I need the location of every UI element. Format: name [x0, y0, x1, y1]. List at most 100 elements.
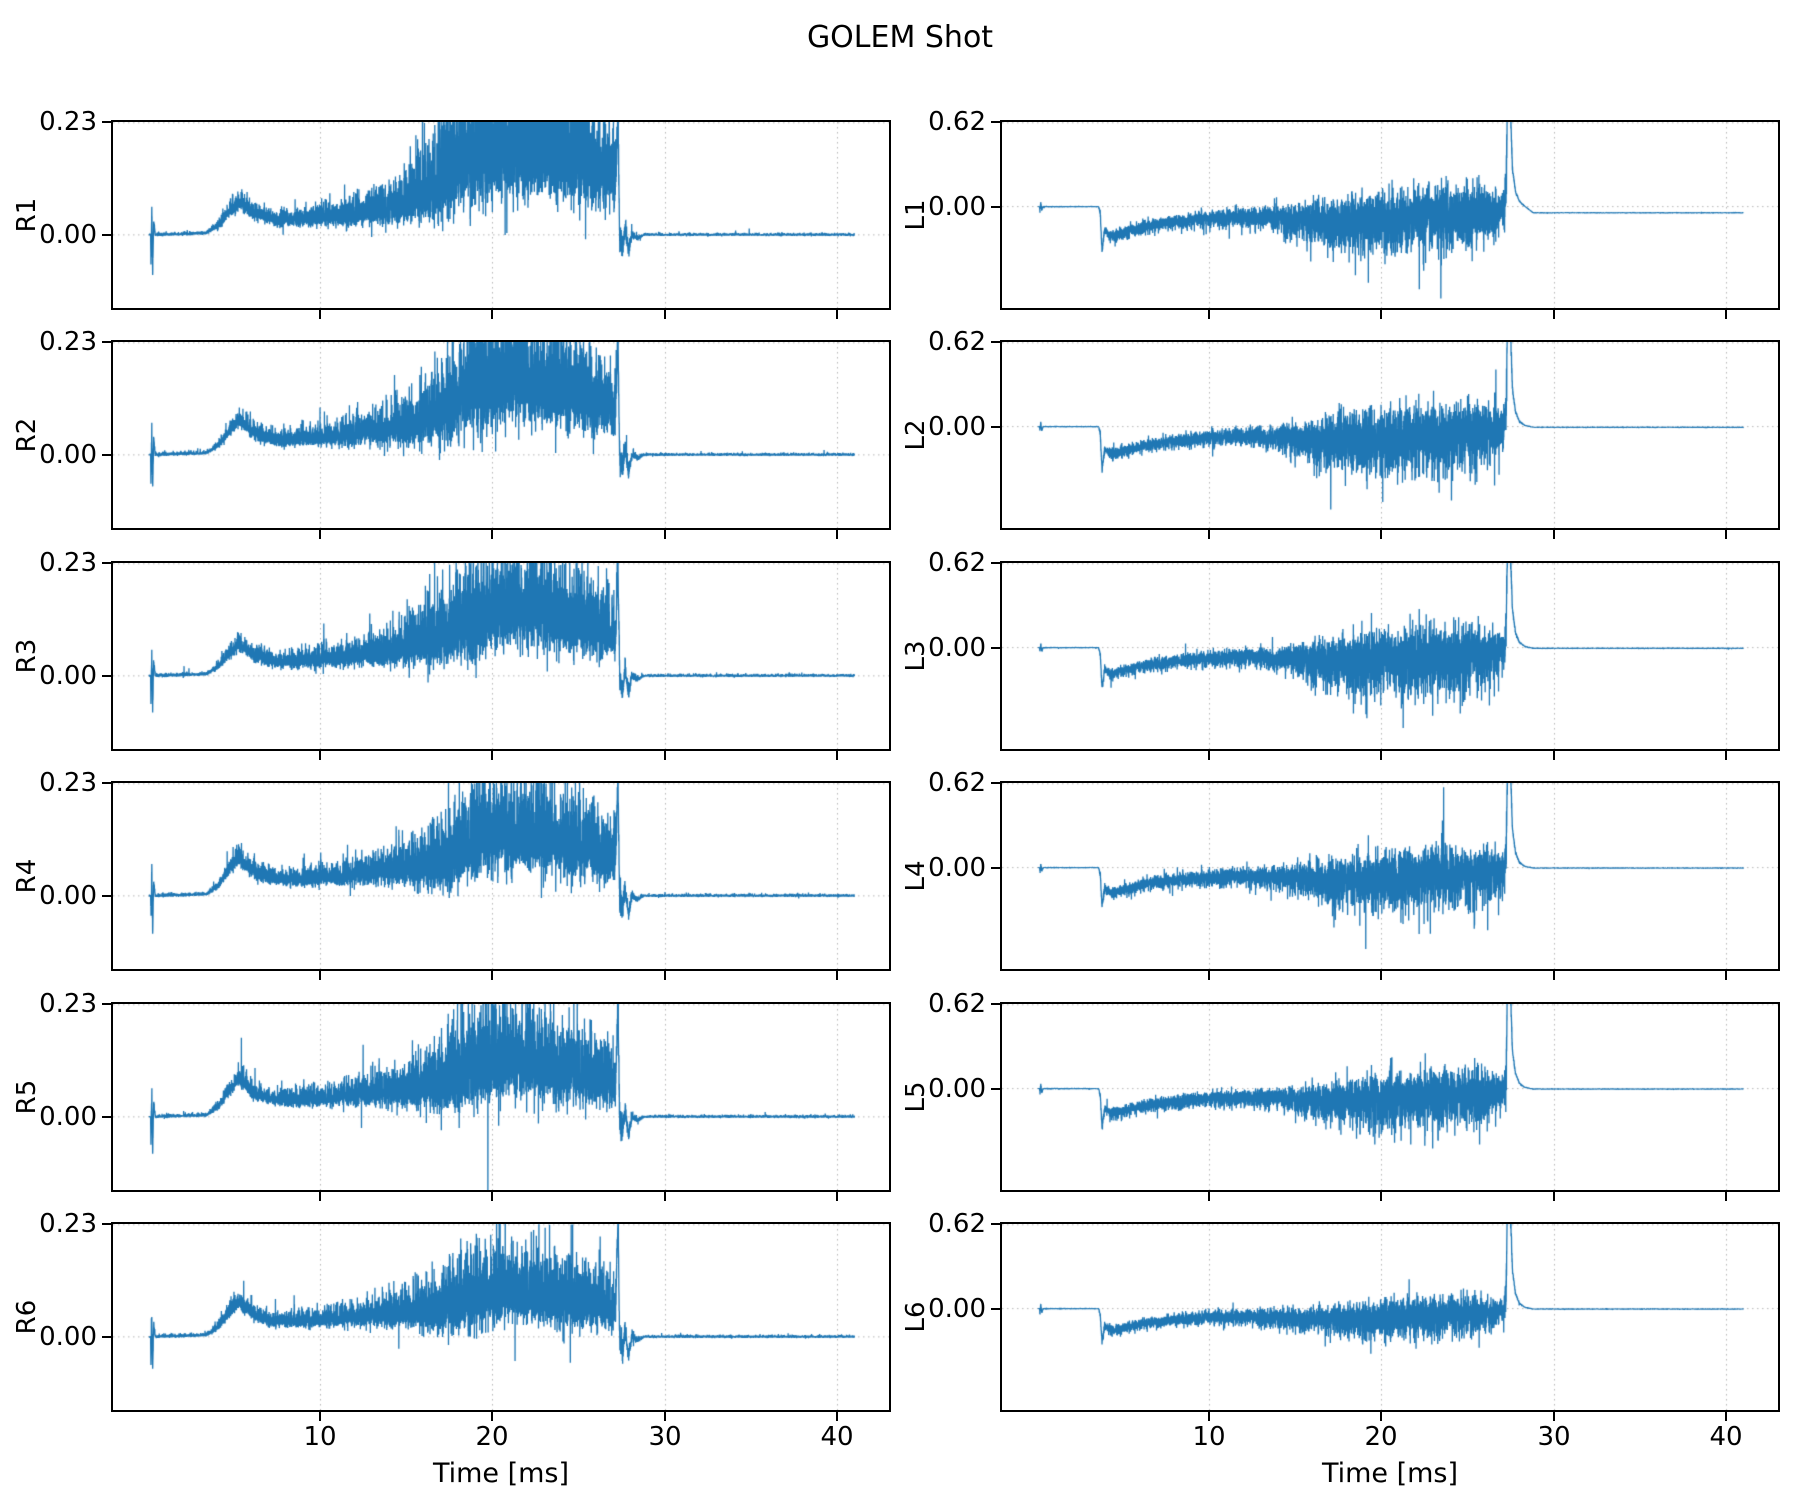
ytick-label: 0.23 — [39, 989, 97, 1019]
xtick-mark — [319, 1192, 321, 1201]
ytick-mark — [991, 1308, 1000, 1310]
ytick-mark — [991, 867, 1000, 869]
subplot-R4: 0.23 0.00 R4 — [12, 768, 891, 980]
xtick-label: 20 — [1364, 1422, 1398, 1452]
ytick-mark — [102, 1223, 111, 1225]
xtick-mark — [319, 1412, 321, 1421]
xtick-mark — [319, 751, 321, 760]
ytick-mark — [991, 647, 1000, 649]
ytick-mark — [102, 562, 111, 564]
subplot-R2: 0.23 0.00 R2 — [12, 327, 891, 539]
xtick-mark — [1380, 1192, 1382, 1201]
xtick-mark — [491, 530, 493, 539]
xtick-mark — [836, 1412, 838, 1421]
xtick-mark — [491, 971, 493, 980]
ytick-label: 0.00 — [928, 633, 986, 663]
ytick-label: 0.00 — [39, 661, 97, 691]
xtick-mark — [664, 1192, 666, 1201]
xtick-mark — [1208, 310, 1210, 319]
subplot-R3: 0.23 0.00 R3 — [12, 548, 891, 760]
ytick-label: 0.00 — [39, 440, 97, 470]
ytick-mark — [991, 1003, 1000, 1005]
xtick-mark — [1380, 971, 1382, 980]
ytick-mark — [102, 341, 111, 343]
xtick-mark — [491, 1192, 493, 1201]
ytick-mark — [991, 562, 1000, 564]
ytick-mark — [102, 234, 111, 236]
ytick-label: 0.00 — [928, 1294, 986, 1324]
xtick-mark — [836, 971, 838, 980]
ytick-mark — [991, 782, 1000, 784]
xtick-mark — [664, 530, 666, 539]
ytick-label: 0.62 — [928, 989, 986, 1019]
ytick-label: 0.00 — [928, 412, 986, 442]
ytick-label: 0.23 — [39, 107, 97, 137]
xtick-label: 30 — [648, 1422, 682, 1452]
ytick-mark — [102, 1116, 111, 1118]
xtick-mark — [1725, 1412, 1727, 1421]
ytick-label: 0.00 — [39, 220, 97, 250]
ytick-label: 0.62 — [928, 768, 986, 798]
ylabel-L4: L4 — [901, 860, 931, 892]
ytick-label: 0.23 — [39, 548, 97, 578]
xtick-mark — [1208, 530, 1210, 539]
ytick-label: 0.00 — [928, 1074, 986, 1104]
trace-canvas-R6 — [113, 1224, 889, 1410]
ytick-mark — [102, 121, 111, 123]
ylabel-R3: R3 — [12, 638, 42, 674]
trace-canvas-R2 — [113, 342, 889, 528]
ytick-label: 0.23 — [39, 1209, 97, 1239]
xtick-label: 20 — [475, 1422, 509, 1452]
ytick-mark — [991, 341, 1000, 343]
ylabel-L5: L5 — [901, 1081, 931, 1113]
xlabel-time: Time [ms] — [1321, 1458, 1459, 1489]
xtick-mark — [1380, 1412, 1382, 1421]
ylabel-R1: R1 — [12, 197, 42, 233]
xtick-mark — [1380, 530, 1382, 539]
ytick-label: 0.62 — [928, 1209, 986, 1239]
xtick-mark — [1553, 751, 1555, 760]
ytick-mark — [102, 675, 111, 677]
trace-canvas-R3 — [113, 563, 889, 749]
xlabel-time: Time [ms] — [432, 1458, 570, 1489]
ytick-mark — [991, 426, 1000, 428]
xtick-mark — [664, 1412, 666, 1421]
trace-canvas-R1 — [113, 122, 889, 308]
xtick-mark — [664, 971, 666, 980]
trace-canvas-L3 — [1002, 563, 1778, 749]
chart-title: GOLEM Shot — [806, 20, 994, 55]
xtick-mark — [491, 751, 493, 760]
ytick-mark — [991, 206, 1000, 208]
ytick-mark — [102, 895, 111, 897]
xtick-mark — [1208, 971, 1210, 980]
xtick-mark — [1208, 1412, 1210, 1421]
subplot-L4: 0.62 0.00 L4 — [901, 768, 1780, 980]
xtick-mark — [1380, 310, 1382, 319]
ytick-label: 0.23 — [39, 768, 97, 798]
ytick-mark — [102, 454, 111, 456]
xtick-mark — [664, 751, 666, 760]
ytick-label: 0.62 — [928, 107, 986, 137]
subplot-R6: 0.23 0.00 10 20 30 40 Time [ms] R6 — [12, 1209, 891, 1489]
xtick-mark — [1208, 1192, 1210, 1201]
ytick-label: 0.62 — [928, 327, 986, 357]
ylabel-L2: L2 — [901, 419, 931, 451]
ytick-label: 0.00 — [39, 1102, 97, 1132]
xtick-mark — [1553, 971, 1555, 980]
ytick-label: 0.00 — [39, 1322, 97, 1352]
ytick-mark — [102, 782, 111, 784]
ytick-label: 0.00 — [928, 192, 986, 222]
xtick-label: 30 — [1537, 1422, 1571, 1452]
xtick-mark — [1725, 310, 1727, 319]
trace-canvas-L6 — [1002, 1224, 1778, 1410]
xtick-mark — [1553, 530, 1555, 539]
ytick-mark — [991, 121, 1000, 123]
xtick-label: 10 — [303, 1422, 337, 1452]
xtick-mark — [836, 1192, 838, 1201]
xtick-mark — [664, 310, 666, 319]
xtick-mark — [319, 530, 321, 539]
ylabel-L1: L1 — [901, 199, 931, 231]
xtick-mark — [1725, 971, 1727, 980]
xtick-mark — [1725, 751, 1727, 760]
